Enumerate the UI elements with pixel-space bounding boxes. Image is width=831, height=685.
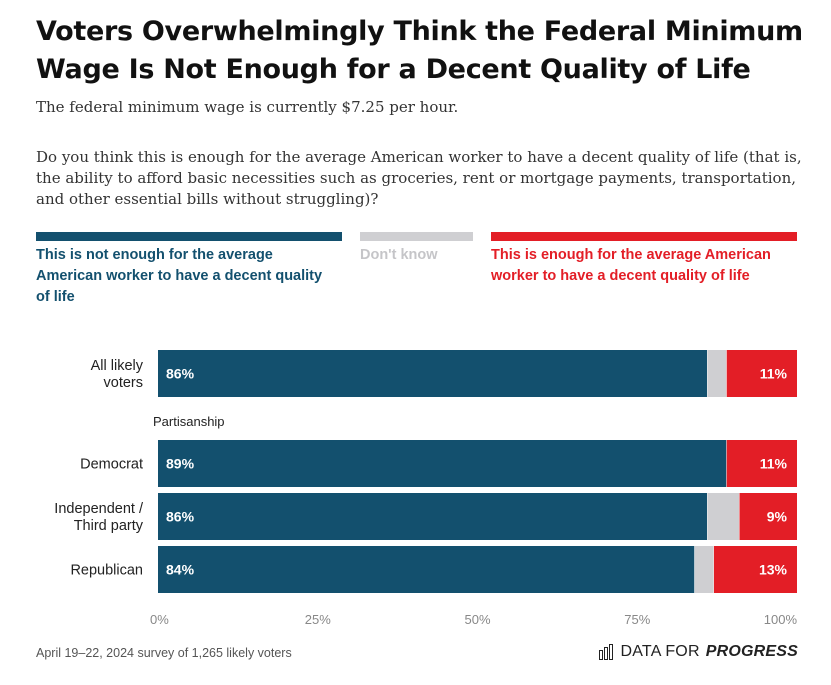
logo-text-progress: PROGRESS: [705, 643, 798, 660]
bar-segment-not-enough: [158, 350, 708, 397]
bar-segment-enough: [726, 440, 797, 487]
logo-text-data-for: DATA FOR: [620, 643, 700, 660]
x-tick-label: 50%: [464, 612, 490, 627]
legend-label-not-enough: This is not enough for the average Ameri…: [36, 247, 323, 305]
bar-segment-enough: [713, 546, 797, 593]
category-label: Democrat: [80, 457, 143, 473]
x-tick-label: 100%: [764, 612, 798, 627]
category-label: All likely voters: [91, 358, 144, 391]
stacked-bar-chart: Partisanship All likely voters 86% 11% Democr…: [54, 350, 798, 627]
bar-segment-dont-know: [707, 350, 727, 397]
category-label: Republican: [70, 563, 143, 579]
data-label-not-enough: 89%: [166, 456, 195, 472]
category-label: Independent / Third party: [54, 501, 144, 534]
data-label-enough: 13%: [759, 562, 788, 578]
data-label-enough: 9%: [767, 509, 788, 525]
data-label-enough: 11%: [760, 366, 788, 382]
bar-segment-not-enough: [158, 546, 695, 593]
data-label-not-enough: 84%: [166, 562, 195, 578]
legend-label-enough: This is enough for the average American …: [491, 247, 771, 284]
chart-title: Voters Overwhelmingly Think the Federal …: [36, 16, 803, 85]
bar-segment-dont-know: [694, 546, 714, 593]
x-tick-label: 75%: [624, 612, 650, 627]
bar-segment-enough: [739, 493, 797, 540]
bar-segment-dont-know: [707, 493, 740, 540]
survey-footnote: April 19–22, 2024 survey of 1,265 likely…: [36, 646, 292, 660]
legend-label-dont-know: Don't know: [360, 247, 438, 263]
legend-swatch-enough: [491, 232, 797, 241]
legend-swatch-not-enough: [36, 232, 342, 241]
bar-chart-logo-icon: [599, 644, 614, 660]
data-label-enough: 11%: [760, 456, 788, 472]
chart-subtitle: The federal minimum wage is currently $7…: [36, 98, 459, 116]
x-tick-label: 0%: [150, 612, 169, 627]
data-label-not-enough: 86%: [166, 366, 195, 382]
bar-segment-enough: [726, 350, 797, 397]
data-for-progress-logo: DATA FOR PROGRESS: [599, 642, 798, 662]
bar-segment-not-enough: [158, 440, 727, 487]
legend-swatch-dont-know: [360, 232, 473, 241]
data-label-not-enough: 86%: [166, 509, 195, 525]
survey-question: Do you think this is enough for the aver…: [36, 148, 802, 208]
group-label-partisanship: Partisanship: [153, 414, 225, 429]
x-tick-label: 25%: [305, 612, 331, 627]
bar-segment-not-enough: [158, 493, 708, 540]
